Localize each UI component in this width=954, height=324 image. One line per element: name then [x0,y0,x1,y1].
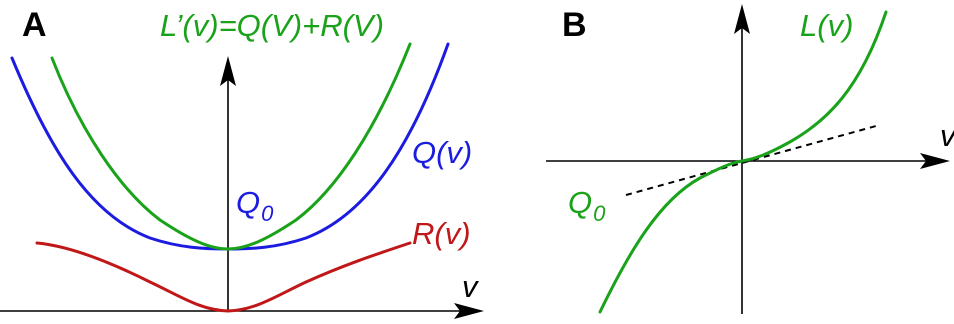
panel-b-l-label: L(v) [800,8,853,43]
panel-a-q0-subscript: 0 [261,201,274,226]
panel-b-q0-main: Q [568,185,592,220]
panel-a-x-axis-arrowhead [454,303,484,319]
panel-a-v-axis-label: v [462,269,479,304]
panel-b-y-axis-arrowhead [734,4,750,34]
panel-b-x-axis-arrowhead [920,153,950,169]
panel-b: B L(v) Q0 v [546,4,954,314]
panel-a-y-axis-arrowhead [220,56,236,86]
panel-a: A L’(v)=Q(V)+R(V) Q(v) R(v) Q0 v [0,6,484,319]
panel-a-q0-label: Q0 [236,185,274,226]
panel-a-q-label: Q(v) [412,135,472,170]
panel-b-letter: B [562,6,587,44]
panel-a-q0-main: Q [236,185,260,220]
panel-b-q0-label: Q0 [568,185,606,226]
panel-b-v-axis-label: v [940,118,954,153]
panel-a-l-prime-curve [50,42,412,251]
panel-a-r-curve [35,241,412,313]
panel-a-l-prime-label: L’(v)=Q(V)+R(V) [160,8,384,43]
panel-b-l-curve [598,10,888,314]
panel-a-r-label: R(v) [412,216,471,251]
panel-a-letter: A [22,6,47,44]
panel-b-q0-subscript: 0 [593,201,606,226]
